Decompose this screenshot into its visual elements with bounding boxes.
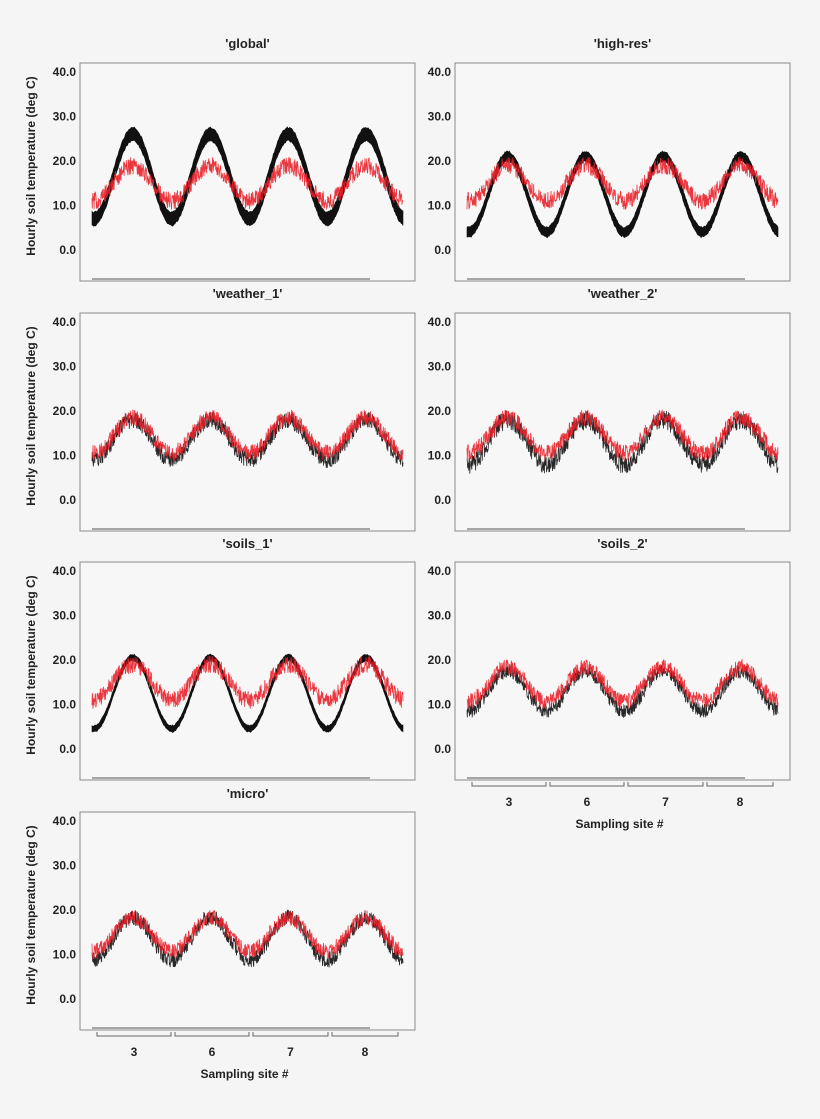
x-axis-label: Sampling site # bbox=[200, 1067, 288, 1081]
site-bracket bbox=[471, 782, 547, 787]
y-tick-label: 40.0 bbox=[53, 814, 77, 828]
y-tick-label: 0.0 bbox=[434, 243, 451, 257]
y-tick-label: 10.0 bbox=[53, 198, 77, 212]
x-tick-label: 3 bbox=[131, 1045, 138, 1059]
y-tick-label: 30.0 bbox=[428, 109, 452, 123]
series-line bbox=[91, 157, 404, 211]
site-bracket bbox=[252, 1032, 329, 1037]
chart-panel: 'high-res' 40.0 30.0 20.0 10.0 0.0 bbox=[428, 36, 791, 282]
series-line bbox=[466, 658, 779, 709]
site-bracket bbox=[331, 1032, 399, 1037]
y-tick-label: 0.0 bbox=[59, 742, 76, 756]
y-tick-label: 20.0 bbox=[428, 653, 452, 667]
series-line bbox=[91, 409, 404, 462]
x-axis-label: Sampling site # bbox=[575, 817, 663, 831]
y-axis-label: Hourly soil temperature (deg C) bbox=[24, 76, 38, 255]
y-tick-label: 40.0 bbox=[428, 65, 452, 79]
y-tick-label: 20.0 bbox=[428, 404, 452, 418]
series-line bbox=[91, 909, 404, 968]
series-line bbox=[91, 910, 404, 960]
chart-title: 'micro' bbox=[227, 786, 269, 801]
y-axis-label: Hourly soil temperature (deg C) bbox=[24, 575, 38, 754]
y-tick-label: 10.0 bbox=[53, 448, 77, 462]
x-tick-label: 8 bbox=[737, 795, 744, 809]
series-line bbox=[466, 409, 779, 462]
chart-panel: 'weather_1' 40.0 30.0 20.0 10.0 0.0 Hourly soi… bbox=[24, 286, 416, 532]
y-tick-label: 40.0 bbox=[428, 315, 452, 329]
chart-panel: 'micro' 40.0 30.0 20.0 10.0 0.0 Hourly soil te… bbox=[24, 786, 416, 1081]
y-tick-label: 30.0 bbox=[53, 359, 77, 373]
chart-title: 'soils_1' bbox=[222, 536, 272, 551]
chart-title: 'global' bbox=[225, 36, 269, 51]
chart-title: 'weather_2' bbox=[588, 286, 658, 301]
x-tick-label: 8 bbox=[362, 1045, 369, 1059]
y-tick-label: 20.0 bbox=[428, 154, 452, 168]
chart-panel: 'weather_2' 40.0 30.0 20.0 10.0 0.0 bbox=[428, 286, 791, 532]
y-tick-label: 40.0 bbox=[53, 315, 77, 329]
y-tick-label: 0.0 bbox=[59, 493, 76, 507]
y-tick-label: 20.0 bbox=[53, 404, 77, 418]
series-line bbox=[91, 655, 404, 709]
y-tick-label: 0.0 bbox=[434, 493, 451, 507]
y-tick-label: 10.0 bbox=[53, 697, 77, 711]
chart-panel: 'soils_1' 40.0 30.0 20.0 10.0 0.0 Hourly soil … bbox=[24, 536, 416, 781]
x-tick-label: 6 bbox=[584, 795, 591, 809]
y-tick-label: 40.0 bbox=[428, 564, 452, 578]
y-tick-label: 30.0 bbox=[428, 608, 452, 622]
x-tick-label: 7 bbox=[662, 795, 669, 809]
chart-title: 'weather_1' bbox=[213, 286, 283, 301]
y-tick-label: 10.0 bbox=[428, 448, 452, 462]
chart-panel: 'global' 40.0 30.0 20.0 10.0 0.0 Hourly soil t… bbox=[24, 36, 416, 282]
y-tick-label: 30.0 bbox=[53, 858, 77, 872]
site-bracket bbox=[706, 782, 774, 787]
y-tick-label: 0.0 bbox=[59, 992, 76, 1006]
y-tick-label: 10.0 bbox=[53, 947, 77, 961]
y-axis-label: Hourly soil temperature (deg C) bbox=[24, 326, 38, 505]
y-tick-label: 30.0 bbox=[428, 359, 452, 373]
series-line bbox=[466, 156, 779, 210]
x-tick-label: 6 bbox=[209, 1045, 216, 1059]
series-band bbox=[91, 126, 404, 227]
series-line bbox=[466, 664, 779, 718]
chart-title: 'high-res' bbox=[594, 36, 651, 51]
site-bracket bbox=[549, 782, 625, 787]
y-tick-label: 30.0 bbox=[53, 608, 77, 622]
y-tick-label: 20.0 bbox=[53, 653, 77, 667]
chart-title: 'soils_2' bbox=[597, 536, 647, 551]
y-tick-label: 20.0 bbox=[53, 154, 77, 168]
y-tick-label: 20.0 bbox=[53, 903, 77, 917]
y-axis-label: Hourly soil temperature (deg C) bbox=[24, 825, 38, 1004]
y-tick-label: 0.0 bbox=[434, 742, 451, 756]
x-tick-label: 7 bbox=[287, 1045, 294, 1059]
y-tick-label: 10.0 bbox=[428, 697, 452, 711]
site-bracket bbox=[96, 1032, 172, 1037]
plot-area bbox=[454, 62, 791, 282]
chart-panel: 'soils_2' 40.0 30.0 20.0 10.0 0.0 3 6 7 8 Sampling… bbox=[428, 536, 791, 831]
x-tick-label: 3 bbox=[506, 795, 513, 809]
y-tick-label: 40.0 bbox=[53, 65, 77, 79]
site-bracket bbox=[627, 782, 704, 787]
y-tick-label: 10.0 bbox=[428, 198, 452, 212]
site-bracket bbox=[174, 1032, 250, 1037]
y-tick-label: 40.0 bbox=[53, 564, 77, 578]
y-tick-label: 30.0 bbox=[53, 109, 77, 123]
y-tick-label: 0.0 bbox=[59, 243, 76, 257]
